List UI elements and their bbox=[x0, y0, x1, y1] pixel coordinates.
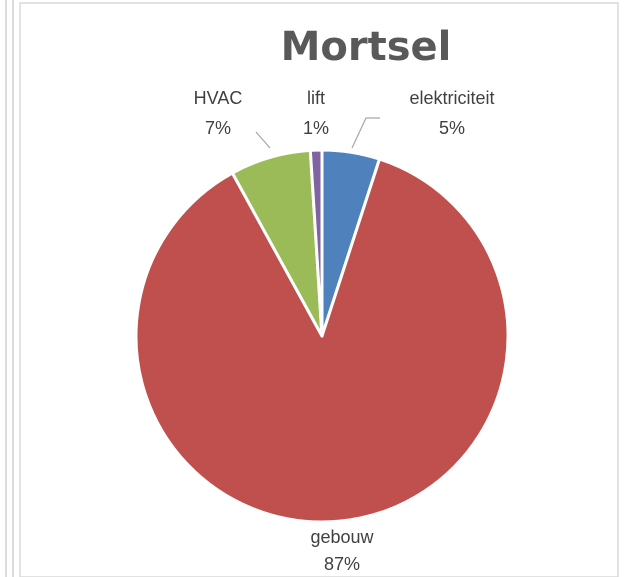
slice-percent-hvac: 7% bbox=[205, 118, 231, 138]
chart-area-border bbox=[19, 2, 619, 577]
slice-label-gebouw: gebouw bbox=[310, 527, 374, 547]
leader-lines bbox=[255, 117, 380, 149]
pie-slices bbox=[134, 148, 510, 524]
leader-line-elektriciteit bbox=[351, 117, 380, 149]
slice-label-lift: lift bbox=[307, 88, 325, 108]
slice-percent-lift: 1% bbox=[303, 118, 329, 138]
pie-slice-lift bbox=[308, 148, 324, 338]
slice-label-elektriciteit: elektriciteit bbox=[409, 88, 494, 108]
chart-title: Mortsel bbox=[281, 24, 452, 70]
pie-slice-gebouw bbox=[134, 157, 510, 524]
slice-percent-gebouw: 87% bbox=[324, 554, 360, 574]
slice-label-hvac: HVAC bbox=[194, 88, 243, 108]
data-labels: elektriciteit 5% gebouw 87% HVAC 7% lift 1% bbox=[194, 88, 495, 574]
slice-percent-elektriciteit: 5% bbox=[439, 118, 465, 138]
leader-line-hvac bbox=[255, 131, 271, 149]
